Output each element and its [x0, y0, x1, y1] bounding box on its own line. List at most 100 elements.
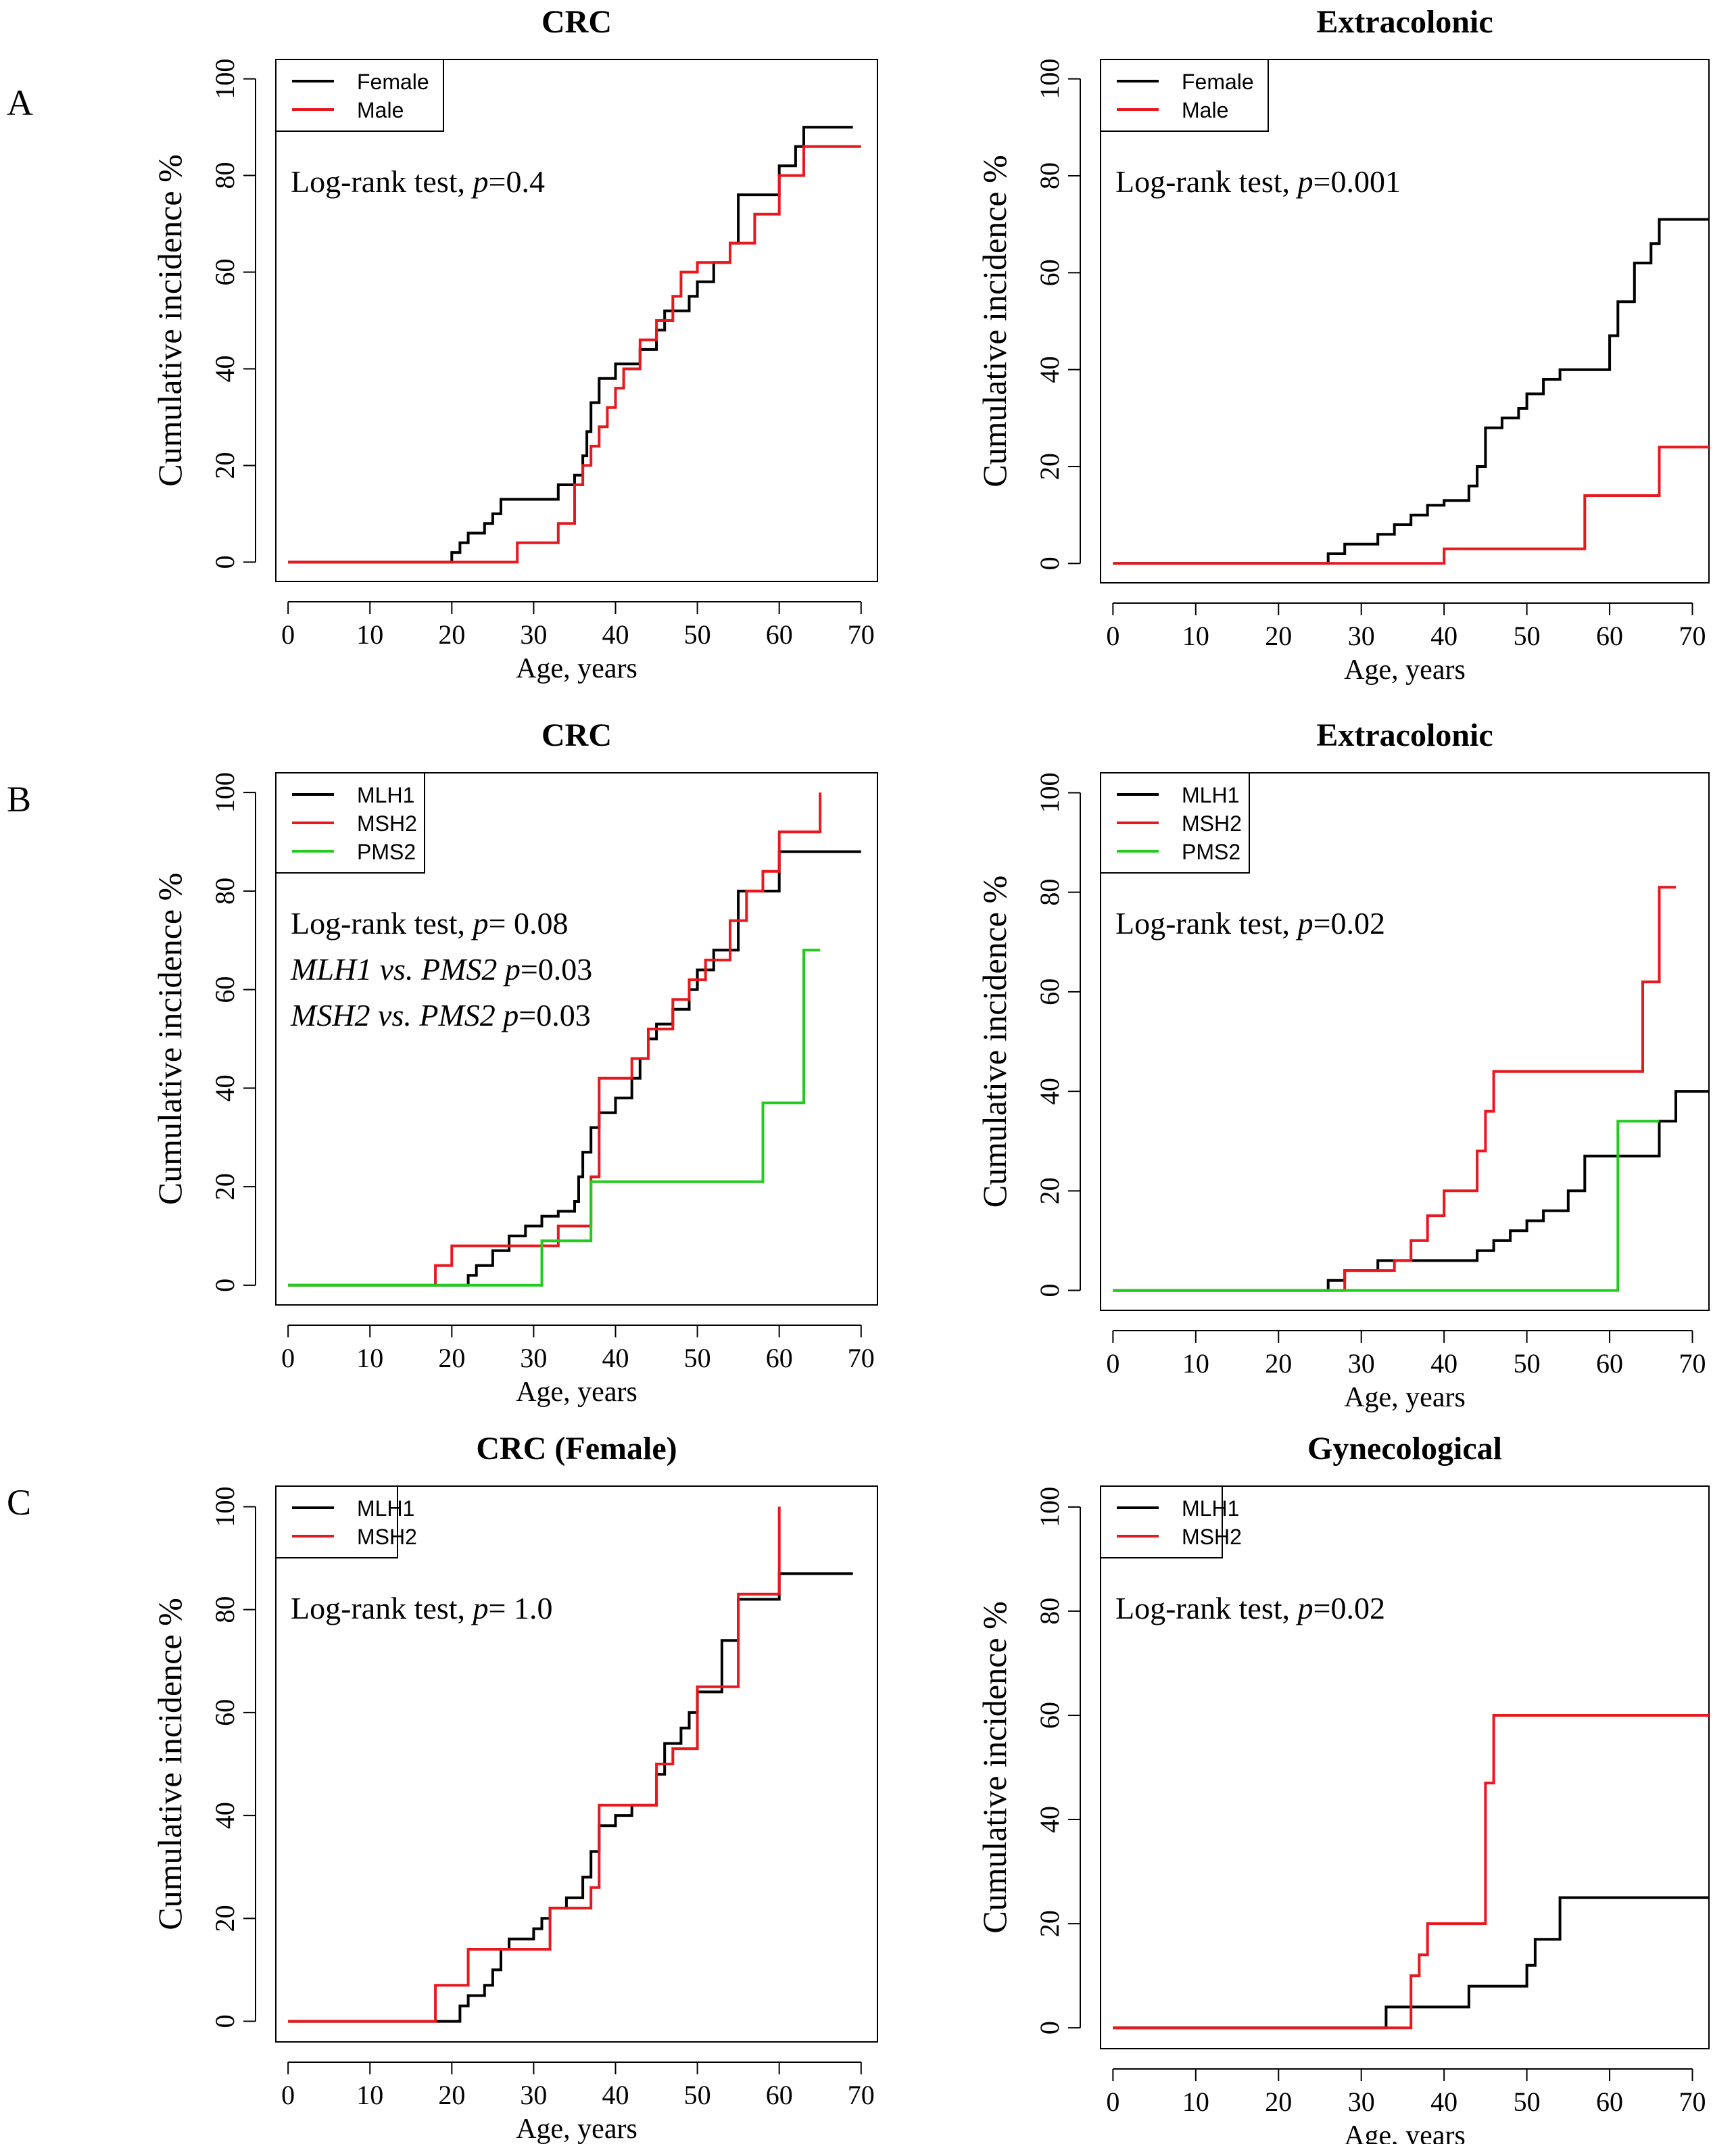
y-tick-label: 40 [210, 1074, 240, 1101]
legend-label: MSH2 [357, 1525, 417, 1549]
x-tick-label: 10 [356, 619, 383, 650]
chart-title: CRC (Female) [476, 1431, 677, 1467]
y-tick-label: 40 [210, 1802, 240, 1829]
y-tick-label: 20 [1034, 1910, 1065, 1937]
chart-5: CRC (Female) 0 10 20 30 40 50 60 70 Age, years 0 20… [151, 1431, 878, 2144]
y-tick-label: 60 [210, 976, 240, 1003]
x-axis-label: Age, years [516, 1377, 637, 1408]
annotation-p-value: = 0.08 [489, 906, 569, 940]
annotation-logrank: MSH2 vs. PMS2 p=0.03 [290, 998, 591, 1032]
annotation-p-value: =0.02 [1313, 906, 1385, 940]
annotation-p-symbol: p [503, 952, 521, 986]
legend-label: MLH1 [1182, 783, 1239, 807]
x-tick-label: 60 [1596, 621, 1623, 651]
x-tick-label: 20 [1265, 1348, 1292, 1379]
annotation-p-symbol: p [1296, 164, 1313, 199]
y-tick-label: 0 [1034, 1284, 1065, 1297]
annotation-prefix: Log-rank test, [291, 164, 473, 199]
y-tick-label: 100 [210, 59, 240, 99]
plot-frame [275, 772, 878, 1306]
x-tick-label: 40 [602, 1343, 629, 1373]
y-tick-label: 40 [1034, 1078, 1065, 1105]
x-tick-label: 20 [1265, 2087, 1292, 2117]
legend-label: MLH1 [1182, 1496, 1239, 1521]
y-axis-label: Cumulative incidence % [151, 154, 189, 487]
x-tick-label: 40 [602, 619, 629, 650]
y-axis-label: Cumulative incidence % [975, 155, 1013, 487]
chart-2: Extracolonic 0 10 20 30 40 50 60 70 Age, years 0 20… [975, 4, 1710, 686]
y-tick-label: 100 [1034, 772, 1065, 813]
x-tick-label: 30 [520, 2080, 547, 2110]
legend-label: MSH2 [1182, 811, 1242, 836]
y-tick-label: 100 [210, 1486, 240, 1527]
x-tick-label: 30 [1348, 2087, 1375, 2117]
series-line-msh2 [288, 1506, 781, 2023]
x-tick-label: 60 [766, 2080, 793, 2110]
x-tick-label: 0 [1106, 1348, 1119, 1379]
y-tick-label: 20 [210, 1173, 240, 1200]
legend-box [275, 1485, 398, 1558]
plot-frame [275, 1485, 878, 2043]
y-tick-label: 0 [1034, 556, 1065, 570]
x-tick-label: 10 [1182, 2087, 1209, 2117]
x-tick-label: 40 [1430, 621, 1457, 651]
y-tick-label: 80 [1034, 1598, 1065, 1625]
chart-title: Extracolonic [1316, 717, 1493, 753]
annotation-logrank: Log-rank test, p= 0.08 [291, 906, 568, 940]
y-tick-label: 80 [1034, 879, 1065, 906]
chart-title: Gynecological [1307, 1431, 1502, 1467]
x-tick-label: 30 [520, 1343, 547, 1373]
chart-3: CRC 0 10 20 30 40 50 60 70 Age, years 0 20 40 60 80 100… [151, 717, 878, 1408]
y-tick-label: 60 [1034, 978, 1065, 1005]
y-tick-label: 80 [1034, 162, 1065, 189]
chart-4: Extracolonic 0 10 20 30 40 50 60 70 Age, years 0 20… [975, 717, 1710, 1413]
x-tick-label: 50 [684, 1343, 711, 1373]
y-tick-label: 0 [210, 1279, 240, 1292]
x-axis-label: Age, years [516, 2114, 637, 2144]
x-axis-label: Age, years [1344, 654, 1466, 686]
y-axis-label: Cumulative incidence % [151, 873, 189, 1206]
series-line-msh2 [288, 792, 822, 1287]
series-line-msh2 [1113, 1714, 1709, 2030]
x-tick-label: 10 [1182, 621, 1209, 651]
legend: MLH1 MSH2 [1100, 1485, 1242, 1558]
x-tick-label: 10 [356, 1343, 383, 1373]
legend-label: Female [1182, 70, 1254, 94]
annotation-p-symbol: p [471, 1591, 489, 1625]
legend: Female Male [1100, 59, 1269, 132]
y-tick-label: 100 [210, 772, 240, 813]
x-tick-label: 60 [766, 619, 793, 650]
legend-label: MLH1 [357, 783, 414, 807]
x-tick-label: 20 [438, 619, 465, 650]
panel-label-a: A [7, 82, 33, 123]
legend-label: MLH1 [357, 1496, 414, 1521]
legend-label: Male [1182, 98, 1228, 122]
y-tick-label: 80 [210, 1596, 240, 1623]
y-axis-label: Cumulative incidence % [975, 1601, 1013, 1934]
x-tick-label: 0 [281, 1343, 295, 1373]
x-tick-label: 30 [1348, 1348, 1375, 1379]
series-line-msh2 [1113, 886, 1676, 1292]
plot-frame [1100, 772, 1710, 1311]
x-tick-label: 50 [684, 619, 711, 650]
y-tick-label: 20 [1034, 453, 1065, 480]
x-tick-label: 10 [356, 2080, 383, 2110]
y-tick-label: 0 [210, 2015, 240, 2028]
series-line-mlh1 [1113, 1896, 1709, 2030]
legend-label: Female [357, 70, 429, 94]
series-line-pms2 [1113, 1120, 1660, 1292]
y-tick-label: 80 [210, 878, 240, 905]
x-tick-label: 50 [684, 2080, 711, 2110]
annotation-logrank: Log-rank test, p=0.001 [1115, 164, 1401, 199]
annotation-p-symbol: p [1296, 1591, 1313, 1625]
annotation-p-value: =0.001 [1313, 164, 1401, 199]
annotation-comparison: MLH1 vs. PMS2 [290, 952, 505, 986]
x-axis-label: Age, years [1344, 1382, 1466, 1413]
x-tick-label: 70 [1679, 2087, 1706, 2117]
chart-title: Extracolonic [1316, 4, 1493, 40]
legend: MLH1 MSH2 PMS2 [275, 772, 425, 874]
x-tick-label: 0 [281, 2080, 295, 2110]
y-tick-label: 20 [1034, 1177, 1065, 1204]
y-tick-label: 20 [210, 1905, 240, 1932]
